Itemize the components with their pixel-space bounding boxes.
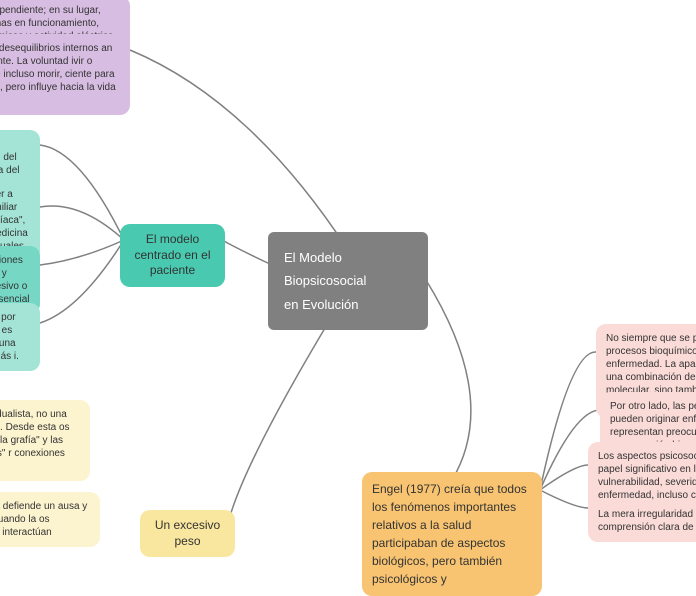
teal-main-node[interactable]: El modelo centrado en el paciente: [120, 224, 225, 287]
teal-child-4[interactable]: der a los por explorar: es rrollo de una…: [0, 303, 40, 371]
teal-main-label: El modelo centrado en el paciente: [134, 232, 210, 277]
yellow-main-node[interactable]: Un excesivo peso: [140, 510, 235, 557]
orange-main-label: Engel (1977) creía que todos los fenómen…: [372, 482, 527, 586]
yellow-child-1-text: te ha sido dualista, no una entidad rpo.…: [0, 409, 70, 472]
purple-node-2-text: es reflejan desequilibrios internos an e…: [0, 43, 116, 106]
teal-child-4-text: der a los por explorar: es rrollo de una…: [0, 312, 19, 362]
purple-node-2[interactable]: es reflejan desequilibrios internos an e…: [0, 34, 130, 115]
teal-child-3-text: omo variaciones en aciente, y rome depre…: [0, 255, 30, 305]
center-title-line2: en Evolución: [284, 293, 412, 316]
yellow-main-label: Un excesivo peso: [155, 518, 220, 548]
salmon-child-4-text: La mera irregularidad biológic comprensi…: [598, 509, 696, 533]
yellow-child-1[interactable]: te ha sido dualista, no una entidad rpo.…: [0, 400, 90, 481]
orange-main-node[interactable]: Engel (1977) creía que todos los fenómen…: [362, 472, 542, 596]
salmon-child-4[interactable]: La mera irregularidad biológic comprensi…: [588, 500, 696, 542]
center-node[interactable]: El Modelo Biopsicosocial en Evolución: [268, 232, 428, 330]
center-title-line1: El Modelo Biopsicosocial: [284, 246, 412, 293]
teal-child-2-text: ico debe ser a tensión familiar nedad ca…: [0, 189, 28, 252]
